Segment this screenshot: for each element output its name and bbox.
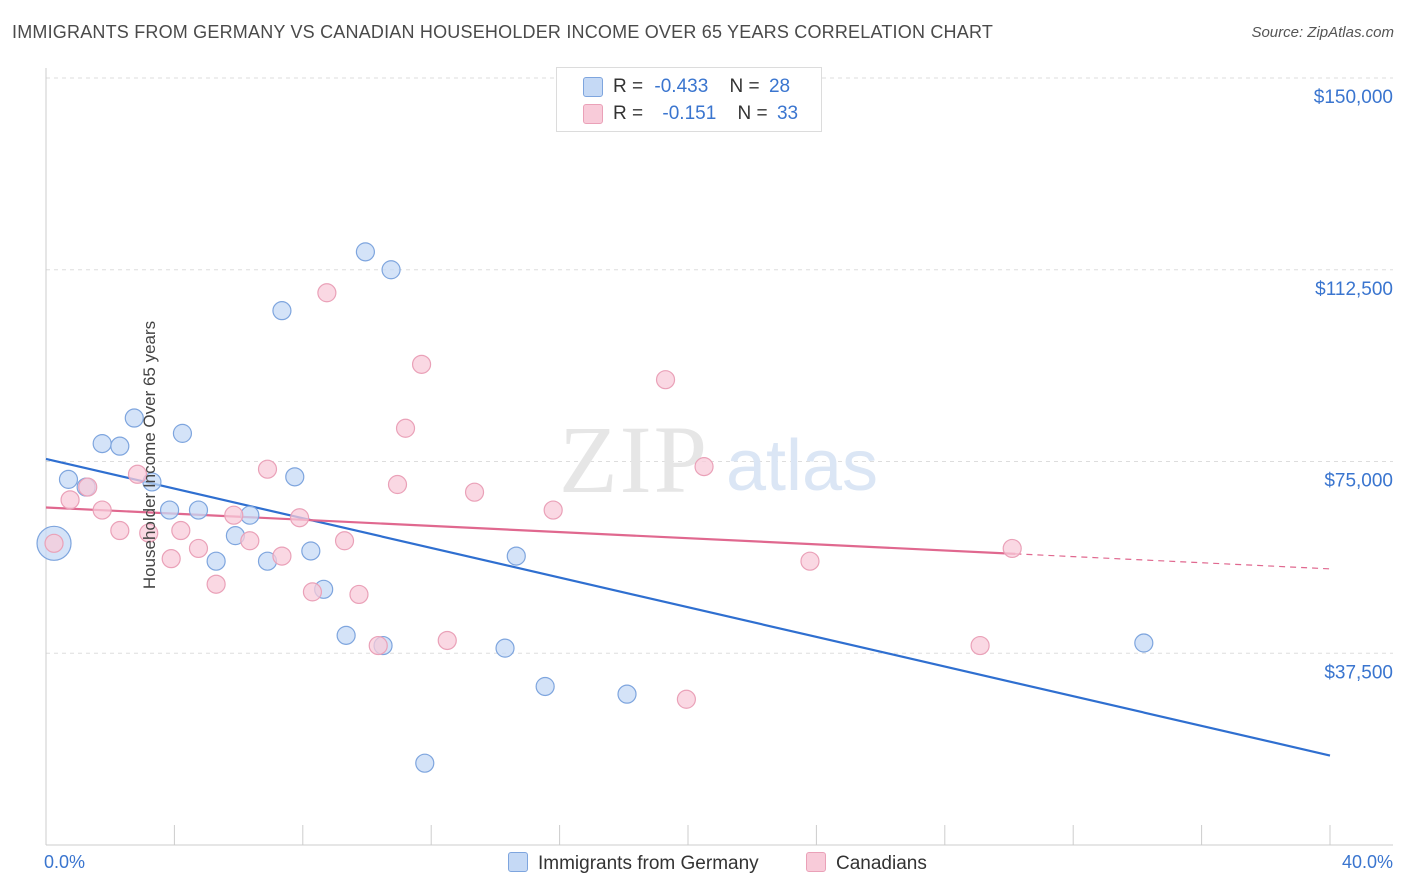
x-tick-label-max: 40.0%	[1341, 852, 1393, 872]
legend-r-value: -0.151	[662, 103, 717, 124]
watermark-atlas: atlas	[726, 426, 878, 506]
watermark: ZIP atlas	[559, 406, 878, 513]
bottom-legend-germany[interactable]: Immigrants from Germany	[508, 852, 759, 875]
point-pink[interactable]	[1002, 538, 1022, 559]
legend-n-label: N =	[729, 76, 760, 97]
point-blue[interactable]	[240, 505, 260, 525]
point-pink[interactable]	[171, 520, 191, 541]
point-blue[interactable]	[58, 469, 79, 489]
trend-line-extension-pink	[1015, 553, 1331, 570]
point-pink[interactable]	[60, 490, 80, 510]
point-pink[interactable]	[676, 689, 696, 709]
point-pink[interactable]	[224, 505, 244, 525]
point-blue[interactable]	[206, 551, 226, 571]
point-blue[interactable]	[381, 260, 401, 280]
legend-r-label: R =	[613, 76, 644, 97]
point-blue[interactable]	[272, 301, 292, 321]
point-pink[interactable]	[395, 418, 416, 438]
point-pink[interactable]	[543, 500, 563, 520]
point-blue[interactable]	[301, 541, 321, 561]
legend-label-germany: Immigrants from Germany	[538, 853, 759, 874]
legend-swatch-pink	[583, 104, 603, 124]
point-blue[interactable]	[617, 684, 637, 704]
bottom-legend-canadians[interactable]: Canadians	[806, 852, 927, 875]
point-blue[interactable]	[506, 546, 526, 566]
legend-r-label: R =	[613, 103, 644, 124]
point-blue[interactable]	[285, 467, 305, 487]
point-blue[interactable]	[92, 434, 112, 454]
point-blue[interactable]	[172, 423, 193, 443]
point-pink[interactable]	[349, 584, 369, 605]
y-tick-label: $37,500	[1324, 662, 1393, 683]
point-pink[interactable]	[188, 538, 209, 559]
legend-swatch-pink	[806, 852, 826, 872]
legend-swatch-blue	[508, 852, 528, 872]
trend-lines	[45, 457, 1331, 757]
legend-n-label: N =	[737, 103, 768, 124]
point-pink[interactable]	[257, 459, 278, 479]
point-pink[interactable]	[92, 500, 112, 520]
point-pink[interactable]	[970, 635, 990, 656]
point-blue[interactable]	[336, 625, 356, 645]
point-pink[interactable]	[127, 464, 148, 484]
point-pink[interactable]	[411, 354, 432, 374]
point-pink[interactable]	[368, 635, 388, 656]
y-tick-label: $150,000	[1314, 87, 1393, 108]
point-blue[interactable]	[188, 500, 209, 520]
trend-line-blue	[45, 457, 1331, 757]
point-pink[interactable]	[139, 523, 159, 543]
point-pink[interactable]	[387, 474, 408, 495]
point-pink[interactable]	[655, 370, 676, 390]
point-pink[interactable]	[800, 551, 820, 571]
point-pink[interactable]	[206, 574, 226, 594]
point-blue[interactable]	[124, 408, 144, 428]
y-tick-label: $75,000	[1324, 471, 1393, 492]
point-blue[interactable]	[110, 436, 130, 456]
point-pink[interactable]	[464, 482, 485, 502]
y-tick-labels: $37,500 $75,000 $112,500 $150,000	[1314, 87, 1393, 683]
point-pink[interactable]	[289, 508, 310, 528]
point-pink[interactable]	[694, 457, 714, 477]
point-pink[interactable]	[44, 533, 64, 553]
watermark-zip: ZIP	[559, 406, 709, 513]
source-label: Source: ZipAtlas.com	[1251, 24, 1394, 41]
point-blue[interactable]	[355, 242, 375, 262]
legend-label-canadians: Canadians	[836, 853, 927, 874]
point-blue[interactable]	[415, 753, 435, 773]
point-blue[interactable]	[159, 500, 180, 520]
chart-title: IMMIGRANTS FROM GERMANY VS CANADIAN HOUS…	[12, 22, 994, 42]
trend-line-pink	[45, 506, 1016, 555]
point-blue[interactable]	[1134, 633, 1154, 653]
y-tick-label: $112,500	[1315, 279, 1393, 300]
point-pink[interactable]	[110, 520, 130, 541]
legend-n-value: 28	[768, 76, 791, 97]
grid-layer	[46, 77, 1393, 654]
y-axis-label: Householder Income Over 65 years	[140, 320, 160, 590]
point-blue[interactable]	[495, 638, 515, 658]
point-pink[interactable]	[240, 531, 260, 551]
legend-n-value: 33	[776, 103, 799, 124]
point-pink[interactable]	[437, 630, 457, 651]
legend-r-value: -0.433	[654, 76, 709, 97]
point-pink[interactable]	[161, 549, 181, 569]
correlation-legend: R = -0.433 N = 28 R = -0.151 N = 33	[556, 67, 822, 132]
point-pink[interactable]	[317, 283, 337, 303]
axes-layer	[45, 68, 1393, 846]
point-pink[interactable]	[272, 546, 292, 566]
point-blue[interactable]	[535, 676, 555, 697]
legend-swatch-blue	[583, 77, 603, 97]
point-pink[interactable]	[302, 582, 323, 602]
point-pink[interactable]	[334, 531, 355, 551]
x-tick-label-min: 0.0%	[44, 852, 86, 872]
points-layer	[36, 242, 1154, 773]
point-pink[interactable]	[78, 477, 98, 497]
